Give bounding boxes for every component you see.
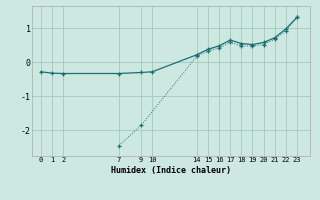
X-axis label: Humidex (Indice chaleur): Humidex (Indice chaleur) bbox=[111, 166, 231, 175]
